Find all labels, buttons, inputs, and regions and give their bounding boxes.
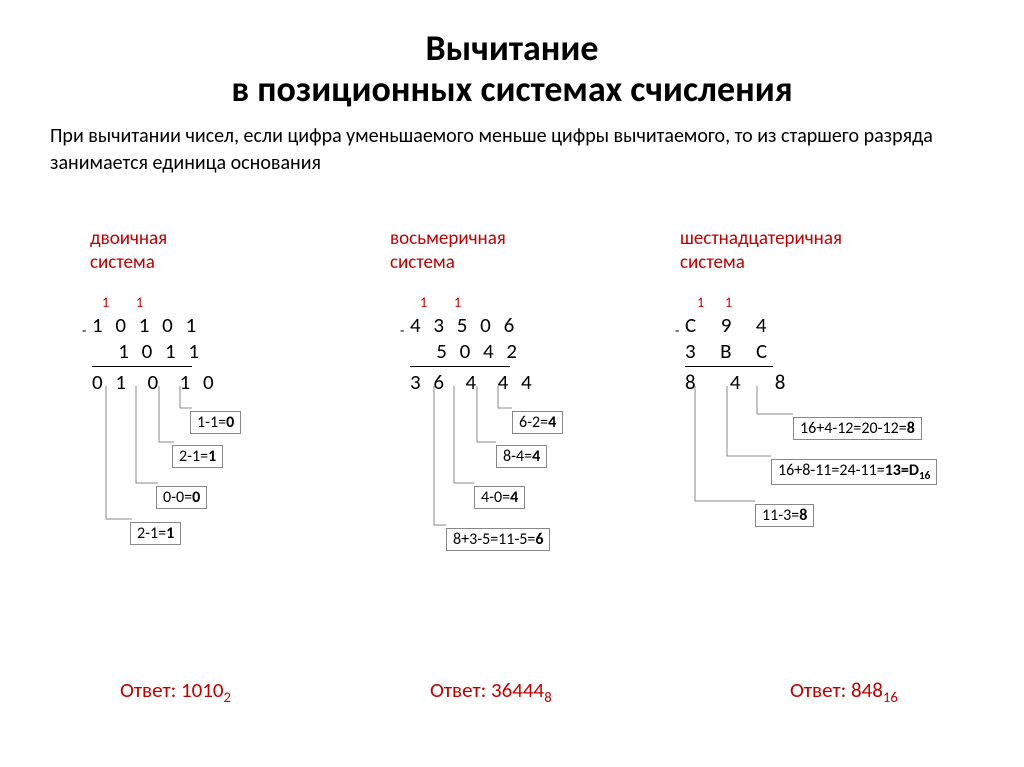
- binary-name1: двоичная: [90, 227, 390, 252]
- hex-exp3: 11-3=8: [755, 504, 814, 527]
- octal-answer: Ответ: 364448: [430, 677, 552, 706]
- binary-borrow1: 1: [102, 294, 109, 311]
- binary-result: 0 1 0 1 0: [92, 366, 192, 395]
- title-line1: Вычитание: [0, 28, 1024, 69]
- hex-result: 8 4 8: [685, 366, 773, 395]
- title-line2: в позиционных системах счисления: [0, 69, 1024, 110]
- binary-column: двоичная система 1 1 1 0 1 0 1 1 0 1 1 -…: [90, 227, 390, 395]
- binary-exp3: 0-0=0: [156, 486, 207, 509]
- hex-name2: система: [680, 251, 990, 276]
- binary-subtrahend: 1 0 1 1: [92, 338, 203, 364]
- octal-exp1: 6-2=4: [512, 411, 563, 434]
- octal-minuend: 4 3 5 0 6: [410, 312, 521, 338]
- octal-result: 3 6 4 4 4: [410, 366, 510, 395]
- minus-sign: -: [82, 322, 86, 339]
- octal-borrow1: 1: [420, 294, 427, 311]
- octal-name1: восьмеричная: [390, 227, 680, 252]
- binary-minuend: 1 0 1 0 1: [92, 312, 203, 338]
- hex-borrow2: 1: [725, 294, 732, 311]
- binary-borrow2: 1: [136, 294, 143, 311]
- octal-borrow2: 1: [454, 294, 461, 311]
- binary-name2: система: [90, 251, 390, 276]
- subtitle: При вычитании чисел, если цифра уменьшае…: [0, 111, 1024, 177]
- octal-column: восьмеричная система 1 1 4 3 5 0 6 5 0 4…: [390, 227, 680, 395]
- minus-sign: -: [400, 322, 404, 339]
- hex-subtrahend: 3 B C: [685, 338, 773, 364]
- octal-exp4: 8+3-5=11-5=6: [446, 528, 550, 551]
- hex-borrow1: 1: [697, 294, 704, 311]
- octal-exp3: 4-0=4: [474, 486, 525, 509]
- hex-exp1: 16+4-12=20-12=8: [793, 417, 922, 440]
- minus-sign: -: [675, 322, 679, 339]
- hex-minuend: C 9 4: [685, 312, 773, 338]
- hex-answer: Ответ: 84816: [790, 677, 898, 706]
- hex-name1: шестнадцатеричная: [680, 227, 990, 252]
- octal-name2: система: [390, 251, 680, 276]
- hex-exp2: 16+8-11=24-11=13=D16: [771, 459, 937, 485]
- octal-subtrahend: 5 0 4 2: [410, 338, 521, 364]
- binary-exp1: 1-1=0: [190, 411, 241, 434]
- binary-exp4: 2-1=1: [130, 522, 181, 545]
- binary-answer: Ответ: 10102: [120, 677, 231, 706]
- octal-exp2: 8-4=4: [496, 445, 547, 468]
- hex-column: шестнадцатеричная система 1 1 C 9 4 3 B …: [680, 227, 990, 395]
- binary-exp2: 2-1=1: [172, 445, 223, 468]
